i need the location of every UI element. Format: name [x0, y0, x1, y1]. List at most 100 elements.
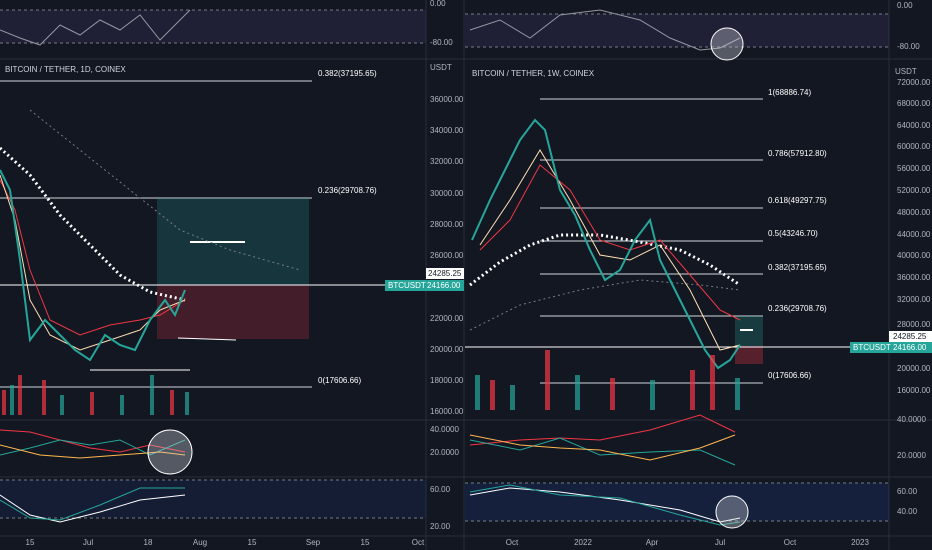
price-tick-label: 64000.00 [897, 121, 931, 130]
time-label: Sep [306, 538, 321, 547]
loss-zone [157, 285, 309, 339]
osc-tick-label: 40.00 [897, 507, 918, 516]
osc-line [469, 9, 741, 51]
last-price-tag [889, 331, 932, 342]
price-tick-label: 44000.00 [897, 230, 931, 239]
osc-tick-label: 0.00 [430, 0, 446, 8]
price-tick-label: 28000.00 [897, 320, 931, 329]
time-label: Aug [193, 538, 207, 547]
last-price-tag [426, 268, 464, 279]
ma-line [29, 109, 301, 271]
axis-unit: USDT [430, 63, 452, 72]
price-tick-label: 68000.00 [897, 99, 931, 108]
fib-label: 0.382(37195.65) [318, 69, 377, 78]
osc-tick-label: 20.00 [430, 522, 451, 531]
ma-line [469, 233, 741, 287]
price-tick-label: 20000.00 [897, 364, 931, 373]
osc-band [0, 10, 426, 43]
osc-band [465, 14, 889, 47]
price: 24166.00 [427, 281, 461, 290]
ma-line [479, 149, 741, 351]
price-tick-label: 52000.00 [897, 186, 931, 195]
price-tick-label: 56000.00 [897, 164, 931, 173]
osc-tick-label: 40.0000 [897, 415, 926, 424]
chart-title: BITCOIN / TETHER, 1D, COINEX [5, 65, 126, 74]
time-label: 15 [361, 538, 370, 547]
fib-label: 0.618(49297.75) [768, 196, 827, 205]
price-path [0, 169, 186, 362]
price-tick-label: 32000.00 [430, 157, 464, 166]
last-price: 24285.25 [893, 332, 927, 341]
volume-bars [2, 375, 189, 415]
osc-levels [0, 9, 889, 522]
osc-tick-label: 0.00 [897, 1, 913, 10]
price-tick-label: 36000.00 [430, 95, 464, 104]
fib-label: 0.5(43246.70) [768, 229, 818, 238]
fib-label: 0(17606.66) [318, 376, 361, 385]
fib-lines [0, 80, 312, 388]
rsi-line [469, 484, 741, 526]
osc-tick-label: 40.0000 [430, 425, 459, 434]
price-tick-label: 60000.00 [897, 142, 931, 151]
time-label: 18 [144, 538, 153, 547]
fib-label: 0.786(57912.80) [768, 149, 827, 158]
time-label: 15 [26, 538, 35, 547]
time-label: Apr [646, 538, 659, 547]
time-label: 2023 [851, 538, 869, 547]
time-label: Jul [83, 538, 93, 547]
fib-label: 0.236(29708.76) [768, 304, 827, 313]
time-label: Oct [412, 538, 425, 547]
time-label: Oct [784, 538, 797, 547]
symbol-tag [385, 280, 464, 291]
osc-tick-label: 60.00 [897, 487, 918, 496]
rsi-line [0, 494, 186, 523]
osc-line [0, 9, 191, 46]
price-tick-label: 28000.00 [430, 220, 464, 229]
adx-line [469, 414, 736, 446]
symbol-tag [850, 342, 932, 353]
ma-line [0, 146, 186, 302]
fib-label: 0.382(37195.65) [768, 263, 827, 272]
price-tick-label: 36000.00 [897, 273, 931, 282]
adx-line [0, 444, 186, 459]
trend-line [177, 337, 237, 341]
price-tick-label: 48000.00 [897, 208, 931, 217]
fib-label: 0.236(29708.76) [318, 186, 377, 195]
price-tick-label: 16000.00 [430, 407, 464, 416]
chart-title: BITCOIN / TETHER, 1W, COINEX [472, 69, 595, 78]
highlight-circle [147, 429, 193, 475]
volume-bars [475, 350, 740, 410]
rsi-line [0, 487, 185, 521]
price: 24166.00 [893, 343, 927, 352]
price-tick-label: 34000.00 [430, 126, 464, 135]
price-tick-label: 72000.00 [897, 78, 931, 87]
price-tick-label: 20000.00 [430, 345, 464, 354]
osc-tick-label: -80.00 [430, 38, 453, 47]
osc-tick-label: -80.00 [897, 42, 920, 51]
adx-line [0, 429, 186, 453]
time-label: Jul [715, 538, 725, 547]
highlight-circle [715, 495, 749, 529]
price-tick-label: 32000.00 [897, 295, 931, 304]
osc-tick-label: 20.0000 [430, 448, 459, 457]
price-tick-label: 30000.00 [430, 189, 464, 198]
fib-label: 0(17606.66) [768, 371, 811, 380]
osc-tick-label: 20.0000 [897, 451, 926, 460]
ma-line [469, 279, 741, 331]
last-price: 24285.25 [428, 269, 462, 278]
price-path [471, 118, 741, 370]
price-tick-label: 26000.00 [430, 251, 464, 260]
adx-line [469, 437, 736, 466]
loss-zone [735, 346, 763, 364]
symbol: BTCUSDT [853, 343, 891, 352]
fib-label: 1(68886.74) [768, 88, 811, 97]
osc-tick-label: 60.00 [430, 485, 451, 494]
highlight-circle [710, 27, 744, 61]
ma-line [479, 164, 741, 321]
price-tick-label: 22000.00 [430, 314, 464, 323]
price-tick-label: 18000.00 [430, 376, 464, 385]
price-tick-label: 16000.00 [897, 386, 931, 395]
time-label: 2022 [574, 538, 592, 547]
